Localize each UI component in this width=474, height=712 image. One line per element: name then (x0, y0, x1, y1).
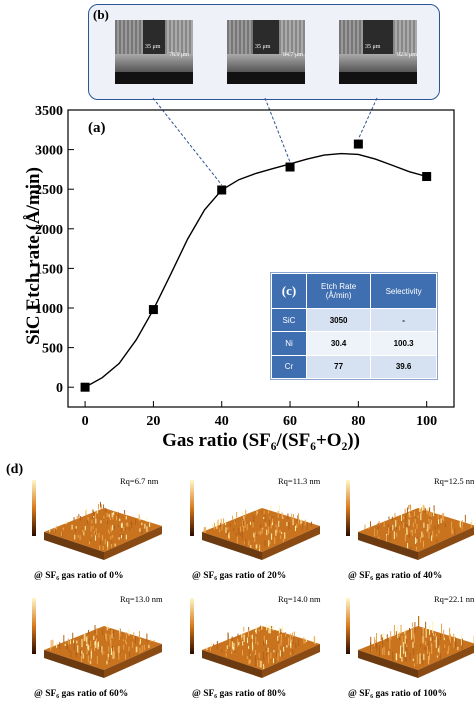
colorbar (32, 480, 36, 536)
afm-image (346, 480, 474, 560)
y-tick-label: 1000 (35, 302, 63, 317)
table-cell: 30.4 (305, 331, 372, 356)
table-cell: 39.6 (370, 354, 437, 380)
afm-caption: @ SF₆ gas ratio of 80% (192, 689, 287, 699)
sem-image: 35 μm 92.6 μm (339, 20, 417, 84)
table-cell: 77 (305, 354, 372, 380)
table-header-cell: Selectivity (370, 273, 437, 309)
trench-depth-label: 84.7 μm (283, 52, 303, 58)
afm-image (190, 480, 320, 560)
y-tick-label: 1500 (35, 262, 63, 277)
data-point (217, 185, 227, 195)
afm-caption: @ SF₆ gas ratio of 20% (192, 571, 287, 581)
table-row-label: Cr (271, 354, 307, 380)
roughness-label: Rq=13.0 nm (120, 594, 163, 604)
roughness-label: Rq=14.0 nm (278, 594, 321, 604)
roughness-label: Rq=22.1 nm (434, 594, 474, 604)
roughness-label: Rq=12.5 nm (434, 476, 474, 486)
colorbar (346, 598, 350, 654)
afm-surface (44, 626, 162, 670)
x-tick-label: 20 (146, 414, 160, 429)
data-point (148, 305, 158, 315)
x-tick-label: 0 (82, 414, 89, 429)
sem-inset-panel: (b) 35 μm 78.9 μm 35 μm 84.7 μm 35 μm 92.6 μm (88, 4, 440, 100)
panel-d-label: (d) (6, 462, 24, 477)
afm-image (32, 598, 162, 678)
table-row: SiC 3050- (271, 307, 437, 333)
trench-depth-label: 92.6 μm (397, 52, 417, 58)
afm-caption: @ SF₆ gas ratio of 0% (34, 571, 124, 581)
sem-image: 35 μm 78.9 μm (115, 20, 193, 84)
inset-connector (152, 97, 223, 186)
etch-rate-chart: 0 500 1000 1500 2000 2500 3000 3500 0 20 40 60 80 10… (35, 97, 455, 429)
trench-depth-label: 78.9 μm (169, 52, 189, 58)
x-tick-label: 100 (416, 414, 437, 429)
data-point (80, 382, 90, 392)
data-point (353, 139, 363, 149)
data-point (285, 162, 295, 172)
panel-a-label: (a) (88, 120, 106, 136)
selectivity-table: (c) Etch Rate (Å/min) Selectivity SiC 3050- N… (271, 273, 437, 380)
afm-caption: @ SF₆ gas ratio of 100% (348, 689, 448, 699)
table-row-label: Ni (271, 331, 307, 356)
afm-image (32, 480, 162, 560)
colorbar (190, 480, 194, 536)
colorbar (190, 598, 194, 654)
table-row: Ni 30.4 100.3 (271, 331, 437, 356)
sem-image: 35 μm 84.7 μm (227, 20, 305, 84)
table-header-cell: Etch Rate (Å/min) (305, 273, 372, 309)
afm-surface (358, 626, 474, 670)
roughness-label: Rq=6.7 nm (120, 476, 159, 486)
y-tick-label: 0 (56, 381, 63, 396)
y-tick-label: 3000 (35, 144, 63, 159)
x-axis-label: Gas ratio (SF₆/(SF₆+O₂)) (162, 430, 360, 451)
table-cell: - (370, 307, 437, 333)
panel-c-label: (c) (271, 273, 307, 309)
plot-frame (67, 109, 455, 408)
table-header-row: (c) Etch Rate (Å/min) Selectivity (271, 273, 437, 309)
colorbar (32, 598, 36, 654)
table-row-label: SiC (271, 307, 307, 333)
afm-surface (202, 508, 320, 552)
colorbar (346, 480, 350, 536)
afm-image (190, 598, 320, 678)
fit-curve (84, 152, 427, 388)
roughness-label: Rq=11.3 nm (278, 476, 321, 486)
y-tick-label: 2500 (35, 183, 63, 198)
afm-surface (44, 508, 162, 552)
afm-caption: @ SF₆ gas ratio of 60% (34, 689, 129, 699)
x-tick-label: 40 (215, 414, 229, 429)
y-tick-label: 500 (42, 342, 63, 357)
inset-connectors (152, 97, 378, 186)
inset-connector (264, 97, 291, 163)
y-tick-label: 3500 (35, 104, 63, 119)
panel-b-label: (b) (93, 7, 109, 22)
x-tick-label: 80 (351, 414, 365, 429)
trench-width-label: 35 μm (255, 44, 271, 50)
inset-connector (357, 97, 378, 140)
selectivity-table-box: (c) Etch Rate (Å/min) Selectivity SiC 3050- N… (270, 272, 438, 380)
afm-caption: @ SF₆ gas ratio of 40% (348, 571, 443, 581)
trench-width-label: 35 μm (365, 44, 381, 50)
table-row: Cr 77 39.6 (271, 354, 437, 380)
data-point (422, 172, 432, 182)
table-cell: 3050 (305, 307, 372, 333)
x-tick-label: 60 (283, 414, 297, 429)
y-tick-label: 2000 (35, 223, 63, 238)
afm-image (346, 598, 474, 678)
trench-width-label: 35 μm (145, 44, 161, 50)
